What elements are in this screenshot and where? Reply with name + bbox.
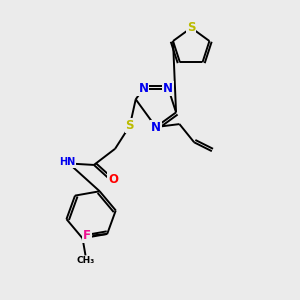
Text: F: F bbox=[83, 229, 91, 242]
Text: CH₃: CH₃ bbox=[76, 256, 94, 265]
Text: S: S bbox=[187, 21, 196, 34]
Text: N: N bbox=[138, 82, 148, 95]
Text: N: N bbox=[151, 121, 161, 134]
Text: HN: HN bbox=[59, 157, 76, 167]
Text: S: S bbox=[126, 119, 134, 132]
Text: N: N bbox=[163, 82, 173, 95]
Text: O: O bbox=[108, 173, 118, 186]
